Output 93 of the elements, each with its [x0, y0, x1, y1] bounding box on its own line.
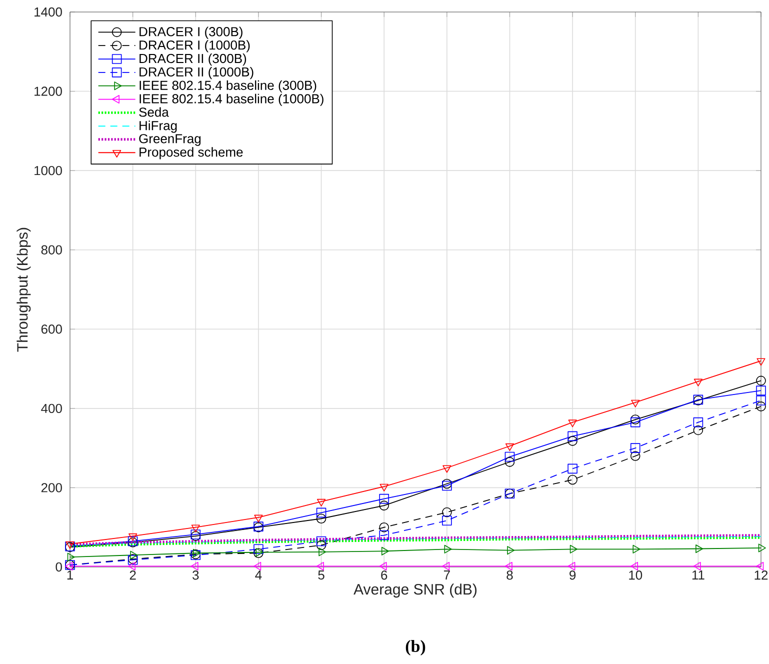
legend-label: Proposed scheme [140, 147, 243, 160]
legend-label: DRACER I (300B) [140, 26, 242, 39]
legend-label: GreenFrag [139, 134, 201, 146]
y-tick-label: 1400 [34, 7, 62, 17]
legend-label: DRACER II (300B) [140, 54, 246, 66]
point [254, 514, 263, 522]
y-tick-label: 400 [41, 404, 62, 414]
point [756, 358, 766, 366]
point [694, 378, 702, 386]
point [316, 536, 326, 546]
legend-label: IEEE 802.15.4 baseline (1000B) [140, 94, 324, 106]
y-tick-label: 1200 [34, 86, 62, 96]
point [568, 464, 578, 474]
y-tick-label: 0 [56, 562, 62, 572]
point [442, 507, 452, 518]
point [756, 402, 766, 412]
point [756, 376, 766, 386]
point [507, 546, 515, 555]
point [693, 562, 701, 570]
x-tick-label: 7 [444, 570, 450, 580]
point [379, 530, 389, 540]
point [756, 396, 766, 406]
point [254, 562, 262, 570]
point [379, 562, 387, 570]
point [442, 562, 450, 570]
x-tick-label: 11 [692, 570, 704, 580]
point [379, 522, 389, 532]
point [128, 562, 136, 570]
point [631, 400, 640, 408]
point [630, 451, 640, 461]
point [568, 474, 578, 485]
y-tick-label: 600 [41, 324, 62, 334]
point [504, 452, 515, 462]
x-tick-label: 2 [130, 570, 136, 580]
point [379, 500, 389, 510]
point [316, 562, 324, 570]
legend-label: HiFrag [140, 120, 177, 133]
y-tick-label: 800 [41, 245, 62, 254]
point [630, 414, 640, 424]
legend-label: DRACER II (1000B) [140, 66, 254, 80]
point [379, 494, 389, 504]
x-tick-label: 6 [381, 570, 388, 580]
point [316, 540, 326, 550]
point [632, 544, 640, 554]
x-tick-label: 8 [506, 570, 513, 580]
point [442, 516, 452, 526]
x-tick-label: 1 [67, 570, 73, 580]
point [630, 562, 638, 570]
point [568, 436, 578, 446]
x-tick-label: 3 [192, 570, 199, 580]
y-tick-label: 1000 [34, 166, 62, 176]
x-axis-title: Average SNR (dB) [354, 584, 477, 598]
point [504, 457, 515, 467]
point [316, 508, 326, 518]
legend-label: Seda [139, 107, 169, 117]
point [190, 562, 198, 570]
point [570, 544, 578, 554]
legend-label: IEEE 802.15.4 baseline (300B) [140, 80, 316, 93]
point [758, 544, 766, 552]
point [505, 443, 514, 451]
point [693, 417, 704, 428]
x-tick-label: 4 [255, 570, 262, 580]
point [130, 550, 138, 560]
point [756, 386, 766, 396]
point [504, 562, 512, 570]
point [318, 548, 326, 556]
point [66, 541, 74, 549]
point [630, 417, 640, 428]
point [442, 465, 452, 473]
y-tick-label: 200 [41, 483, 62, 492]
point [316, 514, 326, 524]
point [67, 552, 75, 562]
legend-label: DRACER I (1000B) [140, 40, 250, 52]
point [756, 562, 764, 570]
point [380, 484, 388, 492]
point [696, 544, 704, 554]
point [693, 425, 704, 436]
point [444, 544, 452, 554]
y-axis-title: Throughput (Kbps) [16, 228, 31, 352]
x-tick-label: 9 [570, 570, 576, 580]
point [630, 443, 640, 453]
x-tick-label: 5 [318, 570, 324, 580]
x-tick-label: 12 [754, 570, 768, 580]
point [316, 498, 326, 506]
point [568, 420, 577, 428]
point [254, 544, 264, 554]
point [128, 533, 138, 541]
text: (b) [406, 640, 426, 656]
point [191, 524, 200, 532]
point [568, 562, 576, 570]
x-tick-label: 10 [629, 570, 642, 580]
point [381, 546, 389, 556]
point [568, 431, 578, 442]
